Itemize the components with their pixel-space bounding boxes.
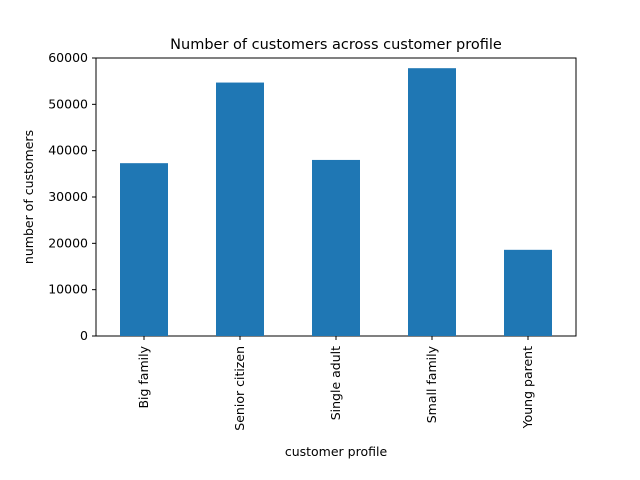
- x-axis-ticks: Big family Senior citizen Single adult Smal…: [136, 336, 535, 431]
- x-tick-label: Small family: [424, 345, 439, 423]
- bar-young-parent: [504, 249, 552, 336]
- y-tick-label: 10000: [48, 282, 88, 297]
- y-axis-label: number of customers: [21, 130, 36, 264]
- x-tick-label: Big family: [136, 345, 151, 408]
- y-tick-label: 60000: [48, 50, 88, 65]
- y-tick-label: 20000: [48, 235, 88, 250]
- x-axis-label: customer profile: [285, 444, 388, 459]
- bar-big-family: [120, 163, 168, 336]
- chart-title: Number of customers across customer prof…: [170, 37, 502, 53]
- x-tick-label: Young parent: [520, 346, 535, 429]
- bar-single-adult: [312, 159, 360, 336]
- x-tick-label: Single adult: [328, 346, 343, 420]
- y-tick-label: 0: [80, 328, 88, 343]
- y-axis-ticks: 0 10000 20000 30000 40000 50000 60000: [48, 50, 96, 343]
- bar-small-family: [408, 68, 456, 337]
- bars-group: [120, 68, 552, 337]
- y-tick-label: 50000: [48, 96, 88, 111]
- x-tick-label: Senior citizen: [232, 346, 247, 431]
- bar-senior-citizen: [216, 82, 264, 336]
- y-tick-label: 40000: [48, 143, 88, 158]
- y-tick-label: 30000: [48, 189, 88, 204]
